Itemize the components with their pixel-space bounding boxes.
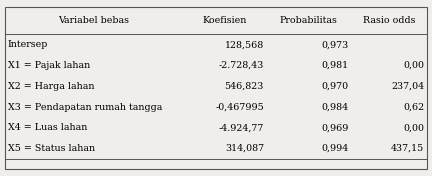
Text: -4.924,77: -4.924,77 [219, 123, 264, 132]
Text: 0,981: 0,981 [321, 61, 348, 70]
Text: -0,467995: -0,467995 [215, 102, 264, 112]
Text: X2 = Harga lahan: X2 = Harga lahan [8, 82, 94, 91]
Text: 0,00: 0,00 [403, 123, 424, 132]
Text: Variabel bebas: Variabel bebas [58, 16, 129, 25]
Text: 314,087: 314,087 [225, 144, 264, 153]
Text: 237,04: 237,04 [391, 82, 424, 91]
Text: 128,568: 128,568 [225, 40, 264, 49]
Text: Koefisien: Koefisien [202, 16, 247, 25]
Text: 0,62: 0,62 [403, 102, 424, 112]
Text: 0,969: 0,969 [321, 123, 348, 132]
Text: 546,823: 546,823 [225, 82, 264, 91]
Text: 0,970: 0,970 [321, 82, 348, 91]
Text: Rasio odds: Rasio odds [362, 16, 415, 25]
Text: 0,984: 0,984 [321, 102, 348, 112]
Text: 0,994: 0,994 [321, 144, 348, 153]
Text: X4 = Luas lahan: X4 = Luas lahan [8, 123, 87, 132]
Text: X1 = Pajak lahan: X1 = Pajak lahan [8, 61, 90, 70]
Text: -2.728,43: -2.728,43 [219, 61, 264, 70]
Text: 0,973: 0,973 [321, 40, 348, 49]
Text: X5 = Status lahan: X5 = Status lahan [8, 144, 95, 153]
Text: 437,15: 437,15 [391, 144, 424, 153]
Text: Intersep: Intersep [8, 40, 48, 49]
Text: Probabilitas: Probabilitas [280, 16, 338, 25]
Text: 0,00: 0,00 [403, 61, 424, 70]
Text: X3 = Pendapatan rumah tangga: X3 = Pendapatan rumah tangga [8, 102, 162, 112]
